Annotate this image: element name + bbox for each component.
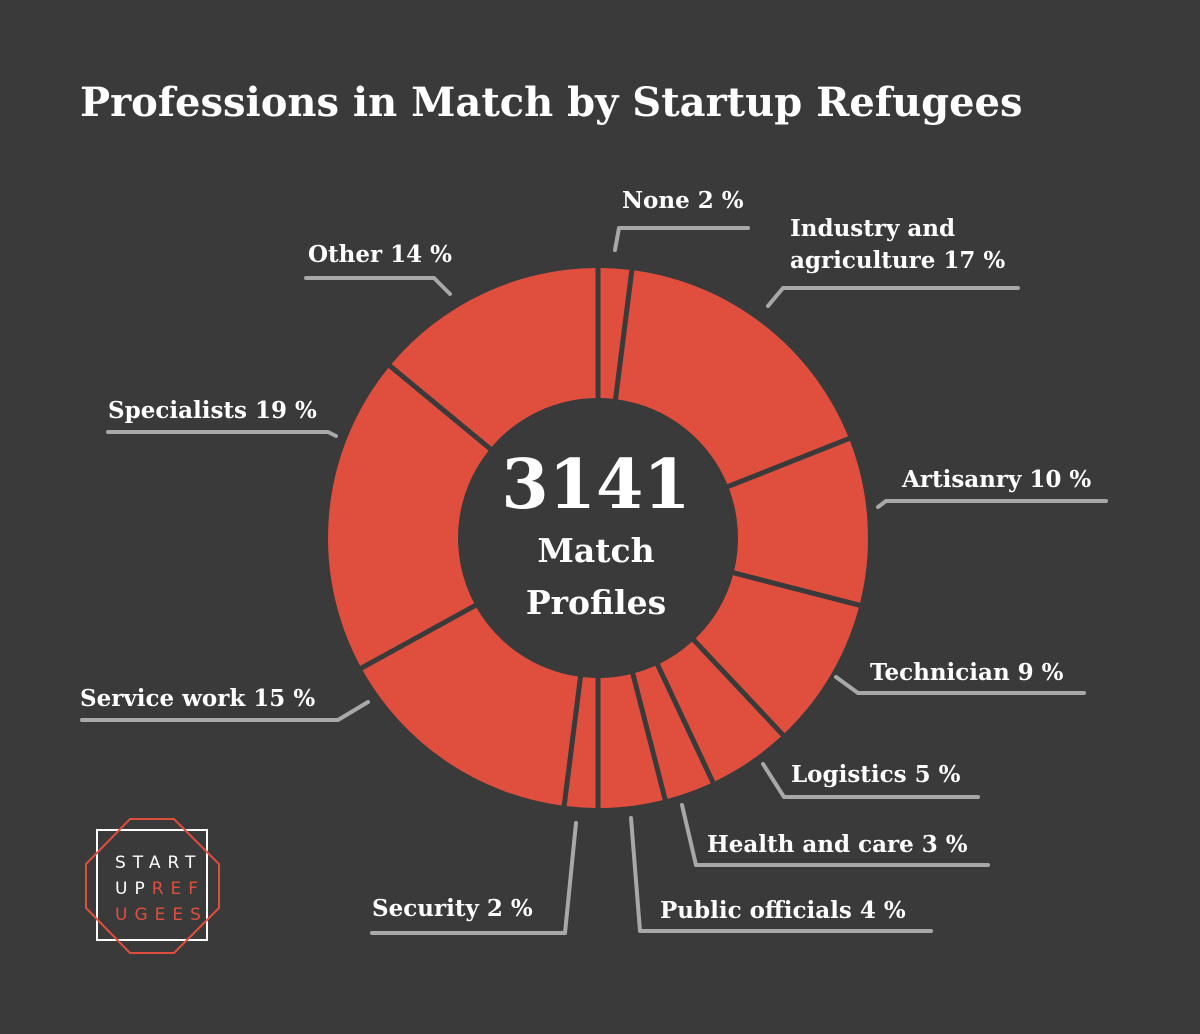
leader-line [876, 499, 1108, 509]
slice-label: Health and care 3 % [707, 831, 968, 858]
slice-label: Public officials 4 % [660, 897, 906, 924]
leader-line [370, 821, 578, 935]
logo-octagon [85, 818, 220, 954]
leader-line [761, 762, 980, 799]
slice-label: Specialists 19 % [108, 397, 317, 424]
logo-line-2: UPREF [115, 879, 205, 899]
leader-line [106, 430, 338, 438]
leader-line [680, 803, 990, 867]
slice-logistics [659, 641, 781, 782]
leader-line [80, 700, 370, 722]
startup-refugees-logo: START UPREF UGEES [85, 818, 220, 954]
slice-label: Security 2 % [372, 895, 533, 922]
chart-title: Professions in Match by Startup Refugees [80, 79, 1022, 126]
slice-technician [695, 575, 859, 734]
slice-artisanry [729, 440, 868, 603]
center-total: 3141 [501, 445, 690, 525]
logo-square [96, 829, 208, 941]
slice-security [566, 677, 596, 808]
leader-line [629, 816, 933, 933]
donut-slices [328, 268, 868, 808]
leader-line [613, 226, 750, 252]
leader-line [834, 675, 1086, 695]
logo-line-3: UGEES [115, 905, 208, 925]
logo-line-1: START [115, 853, 202, 873]
leader-line [766, 286, 1020, 308]
slice-health [635, 665, 711, 799]
leader-line [304, 276, 452, 296]
slice-label: Industry and agriculture 17 % [790, 215, 1005, 274]
center-label-line1: Match [537, 531, 654, 570]
leader-lines [80, 226, 1108, 935]
slice-label: Artisanry 10 % [901, 466, 1091, 493]
slice-public [600, 674, 663, 808]
slice-label: Service work 15 % [80, 685, 315, 712]
slice-none [600, 268, 630, 399]
slice-other [391, 268, 596, 447]
slice-industry [618, 270, 849, 485]
slice-label: Technician 9 % [870, 659, 1064, 686]
slice-service [362, 607, 578, 806]
slice-label: Other 14 % [308, 241, 452, 268]
center-label-line2: Profiles [526, 583, 666, 622]
slice-specialists [328, 367, 489, 666]
slice-label: None 2 % [622, 187, 744, 214]
slice-label: Logistics 5 % [791, 761, 961, 788]
slice-labels: None 2 % Industry and agriculture 17 % Arti… [80, 187, 1091, 924]
